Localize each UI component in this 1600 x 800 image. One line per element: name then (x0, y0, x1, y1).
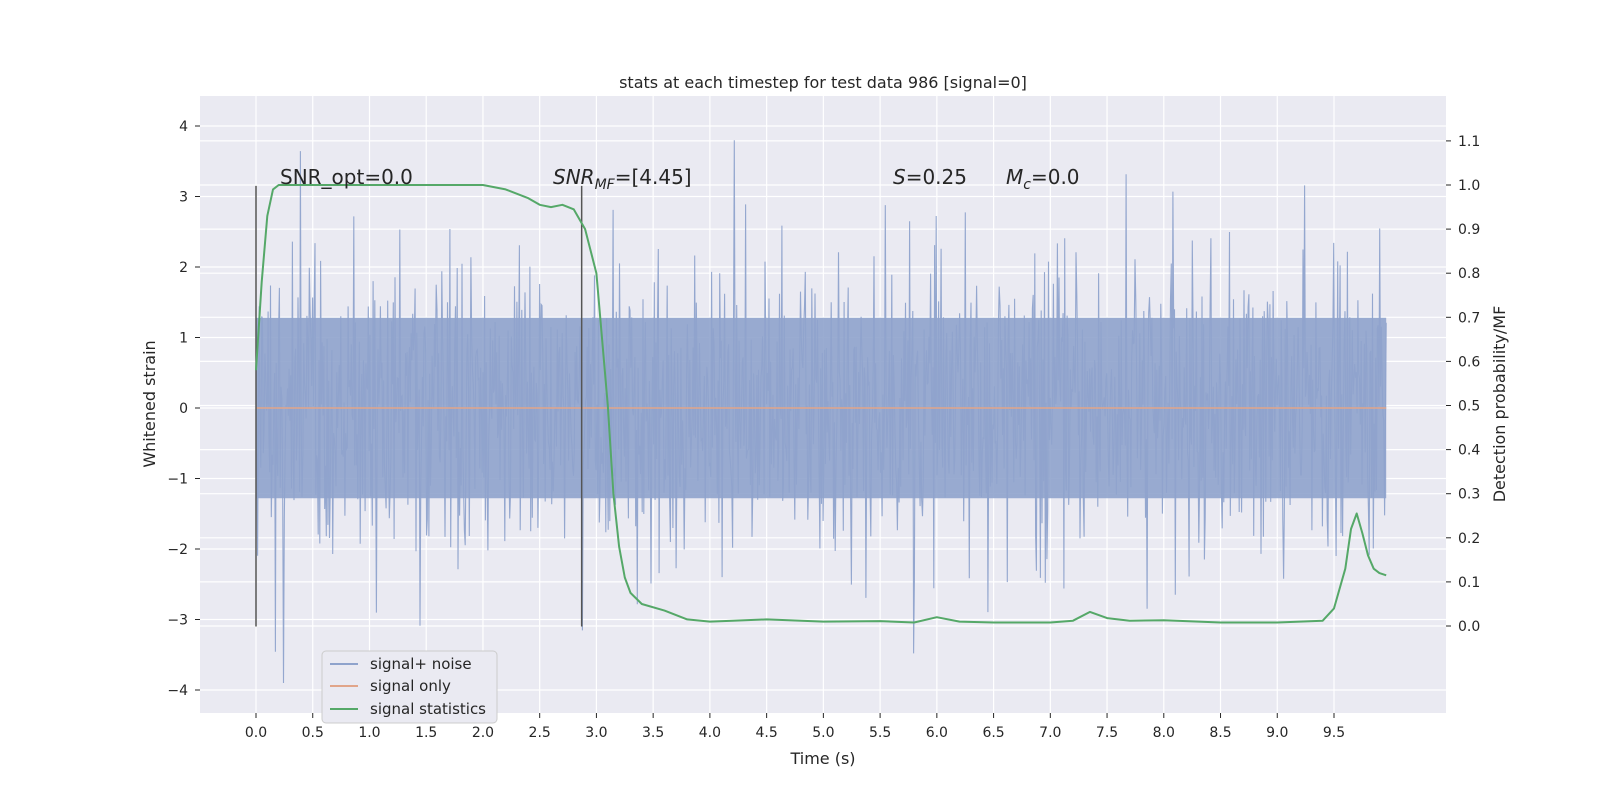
x-axis-label: Time (s) (789, 749, 855, 768)
y-left-tick-label: −4 (167, 683, 188, 699)
x-tick-label: 5.5 (869, 725, 891, 741)
y-right-tick-label: 0.0 (1458, 619, 1480, 635)
y-left-tick-label: 1 (179, 331, 188, 347)
x-tick-label: 8.5 (1209, 725, 1231, 741)
y-right-tick-label: 0.5 (1458, 399, 1480, 415)
x-tick-label: 0.0 (245, 725, 267, 741)
y-right-tick-label: 0.8 (1458, 266, 1480, 282)
y-left-tick-label: −1 (167, 472, 188, 488)
x-tick-label: 6.5 (982, 725, 1004, 741)
y-left-tick-label: −2 (167, 542, 188, 558)
x-tick-label: 0.5 (302, 725, 324, 741)
y-right-tick-label: 0.9 (1458, 222, 1480, 238)
y-left-tick-label: 4 (179, 119, 188, 135)
y-right-tick-label: 0.6 (1458, 354, 1480, 370)
chart-title: stats at each timestep for test data 986… (619, 73, 1027, 92)
x-tick-label: 3.0 (585, 725, 607, 741)
y-left-tick-label: 2 (179, 260, 188, 276)
y-right-tick-label: 1.1 (1458, 134, 1480, 150)
x-tick-label: 5.0 (812, 725, 834, 741)
legend: signal+ noise signal only signal statist… (322, 651, 497, 723)
annotation-snr-opt: SNR_opt=0.0 (280, 165, 413, 189)
y-axis-right-label: Detection probability/MF (1490, 306, 1509, 503)
legend-label-signal-statistics: signal statistics (370, 700, 486, 718)
y-left-tick-label: 3 (179, 190, 188, 206)
x-tick-label: 4.0 (699, 725, 721, 741)
x-tick-label: 6.0 (926, 725, 948, 741)
x-tick-label: 7.5 (1096, 725, 1118, 741)
x-tick-label: 1.0 (358, 725, 380, 741)
y-left-tick-label: 0 (179, 401, 188, 417)
legend-label-signal-noise: signal+ noise (370, 655, 472, 673)
legend-label-signal-only: signal only (370, 677, 451, 695)
y-right-tick-label: 0.2 (1458, 531, 1480, 547)
y-left-tick-label: −3 (167, 613, 188, 629)
x-tick-label: 3.5 (642, 725, 664, 741)
y-right-tick-label: 0.1 (1458, 575, 1480, 591)
annotation-s: S=0.25 (893, 165, 967, 189)
y-axis-left-label: Whitened strain (140, 340, 159, 467)
x-tick-label: 7.0 (1039, 725, 1061, 741)
y-right-tick-label: 0.7 (1458, 310, 1480, 326)
annotation-mc: Mc=0.0 (1006, 165, 1080, 193)
y-right-tick-label: 0.3 (1458, 487, 1480, 503)
x-tick-label: 9.5 (1323, 725, 1345, 741)
x-tick-label: 2.5 (529, 725, 551, 741)
x-tick-label: 9.0 (1266, 725, 1288, 741)
x-tick-label: 2.0 (472, 725, 494, 741)
x-tick-label: 4.5 (755, 725, 777, 741)
x-tick-label: 8.0 (1153, 725, 1175, 741)
annotation-snr-mf: SNRMF=[4.45] (553, 165, 692, 193)
y-right-tick-label: 0.4 (1458, 443, 1480, 459)
y-right-tick-label: 1.0 (1458, 178, 1480, 194)
x-tick-label: 1.5 (415, 725, 437, 741)
